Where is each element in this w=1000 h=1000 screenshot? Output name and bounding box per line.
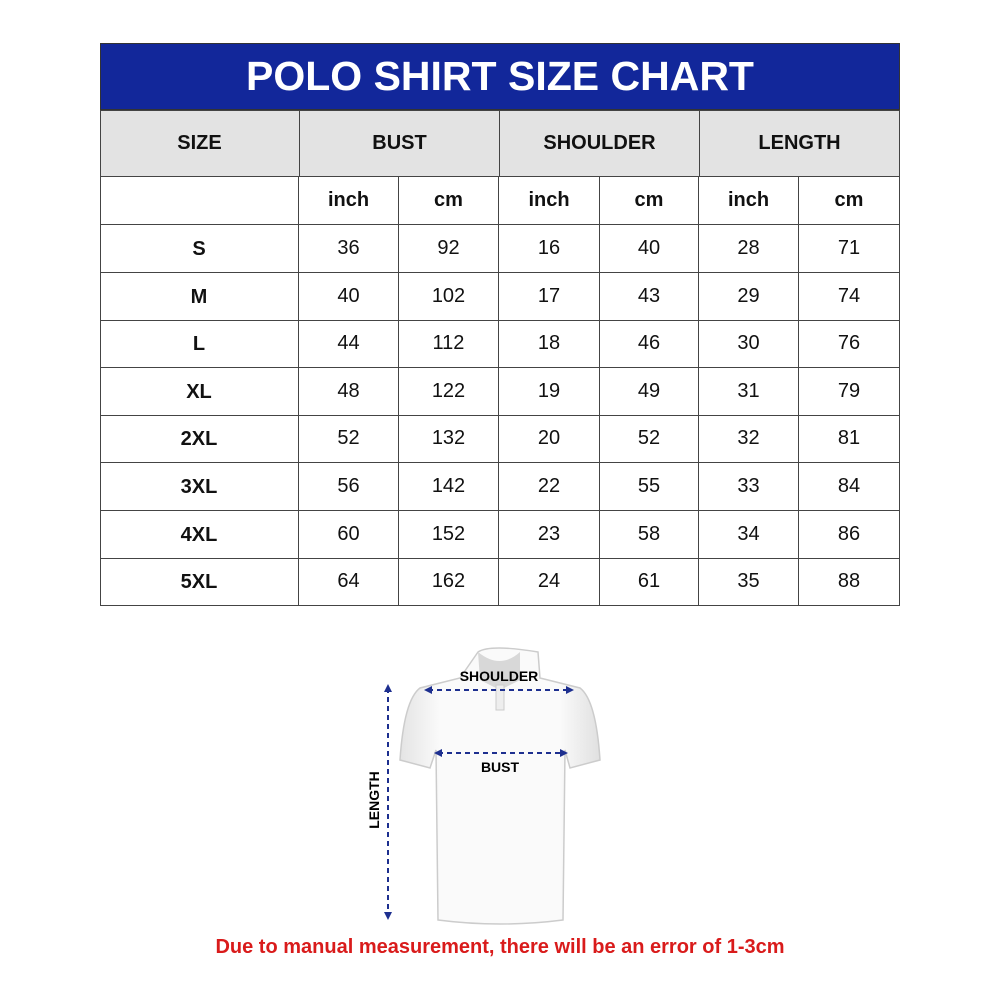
value-cell: 52	[299, 415, 399, 464]
value-cell: 152	[399, 510, 499, 559]
value-cell: 74	[799, 272, 900, 321]
subheader-inch: inch	[699, 177, 799, 225]
value-cell: 84	[799, 463, 900, 511]
value-cell: 81	[799, 415, 900, 464]
value-cell: 33	[699, 463, 799, 511]
bust-label: BUST	[481, 759, 520, 775]
value-cell: 24	[499, 558, 600, 607]
header-length: LENGTH	[700, 110, 900, 177]
value-cell: 61	[600, 558, 699, 607]
value-cell: 35	[699, 558, 799, 607]
subheader-cm: cm	[600, 177, 699, 225]
shirt-icon	[399, 647, 601, 925]
value-cell: 17	[499, 272, 600, 321]
size-cell: 2XL	[100, 415, 299, 464]
header-shoulder: SHOULDER	[500, 110, 700, 177]
size-cell: XL	[100, 367, 299, 416]
value-cell: 46	[600, 320, 699, 369]
header-size: SIZE	[100, 110, 300, 177]
value-cell: 60	[299, 510, 399, 559]
value-cell: 23	[499, 510, 600, 559]
value-cell: 162	[399, 558, 499, 607]
value-cell: 102	[399, 272, 499, 321]
value-cell: 79	[799, 367, 900, 416]
value-cell: 44	[299, 320, 399, 369]
value-cell: 16	[499, 225, 600, 273]
subheader-cm: cm	[799, 177, 900, 225]
value-cell: 22	[499, 463, 600, 511]
value-cell: 43	[600, 272, 699, 321]
value-cell: 40	[299, 272, 399, 321]
size-cell: L	[100, 320, 299, 369]
value-cell: 132	[399, 415, 499, 464]
value-cell: 30	[699, 320, 799, 369]
shoulder-label: SHOULDER	[460, 668, 539, 684]
value-cell: 86	[799, 510, 900, 559]
value-cell: 52	[600, 415, 699, 464]
measurement-note: Due to manual measurement, there will be…	[215, 936, 785, 958]
subheader-inch: inch	[499, 177, 600, 225]
value-cell: 55	[600, 463, 699, 511]
value-cell: 88	[799, 558, 900, 607]
header-bust: BUST	[300, 110, 500, 177]
size-cell: 4XL	[100, 510, 299, 559]
value-cell: 32	[699, 415, 799, 464]
size-cell: 5XL	[100, 558, 299, 607]
value-cell: 122	[399, 367, 499, 416]
value-cell: 49	[600, 367, 699, 416]
value-cell: 142	[399, 463, 499, 511]
value-cell: 28	[699, 225, 799, 273]
size-cell: M	[100, 272, 299, 321]
subheader-inch: inch	[299, 177, 399, 225]
value-cell: 112	[399, 320, 499, 369]
subheader-blank	[100, 177, 299, 225]
size-cell: 3XL	[100, 463, 299, 511]
value-cell: 71	[799, 225, 900, 273]
value-cell: 58	[600, 510, 699, 559]
size-cell: S	[100, 225, 299, 273]
value-cell: 48	[299, 367, 399, 416]
value-cell: 56	[299, 463, 399, 511]
value-cell: 20	[499, 415, 600, 464]
value-cell: 36	[299, 225, 399, 273]
value-cell: 34	[699, 510, 799, 559]
value-cell: 40	[600, 225, 699, 273]
polo-shirt-diagram: SHOULDER BUST LENGTH	[366, 647, 601, 925]
value-cell: 29	[699, 272, 799, 321]
value-cell: 76	[799, 320, 900, 369]
value-cell: 64	[299, 558, 399, 607]
length-label: LENGTH	[366, 771, 382, 829]
value-cell: 19	[499, 367, 600, 416]
value-cell: 31	[699, 367, 799, 416]
value-cell: 92	[399, 225, 499, 273]
subheader-cm: cm	[399, 177, 499, 225]
value-cell: 18	[499, 320, 600, 369]
chart-title: POLO SHIRT SIZE CHART	[100, 43, 900, 110]
